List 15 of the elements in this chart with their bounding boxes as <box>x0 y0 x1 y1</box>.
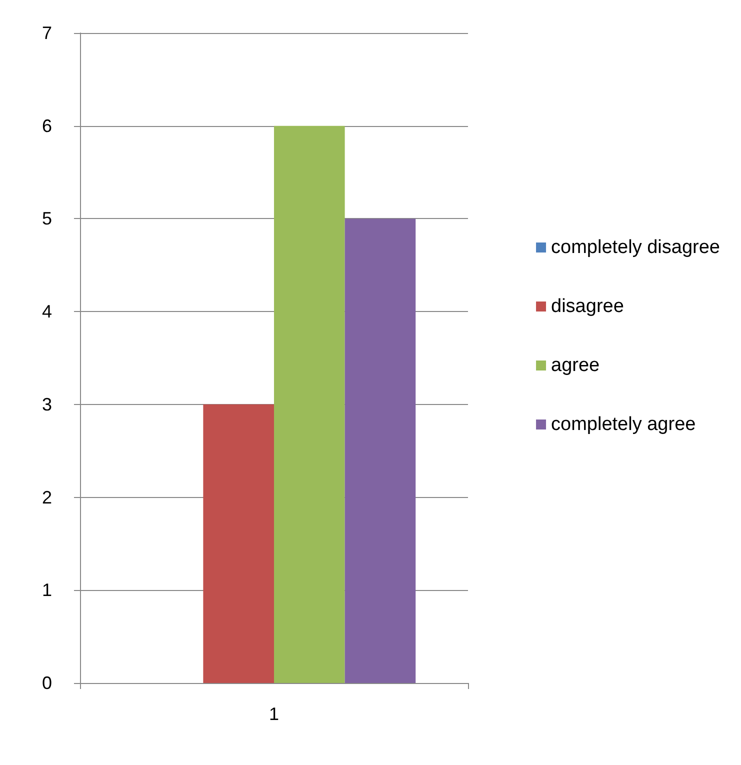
bar <box>274 126 345 683</box>
y-tick-label: 7 <box>42 23 52 43</box>
bar <box>344 218 416 683</box>
y-tick-label: 2 <box>42 487 52 508</box>
legend-label: completely agree <box>551 414 696 435</box>
y-tick-label: 5 <box>42 208 52 229</box>
legend-label: disagree <box>551 296 624 317</box>
y-tick-label: 6 <box>42 116 52 136</box>
legend-label: completely disagree <box>551 237 720 258</box>
y-tick-label: 1 <box>42 580 52 600</box>
legend-label: agree <box>551 355 600 376</box>
bar <box>203 404 274 683</box>
y-tick-label: 3 <box>42 394 52 414</box>
y-tick-label: 4 <box>42 302 52 322</box>
y-tick-label: 0 <box>42 673 52 693</box>
